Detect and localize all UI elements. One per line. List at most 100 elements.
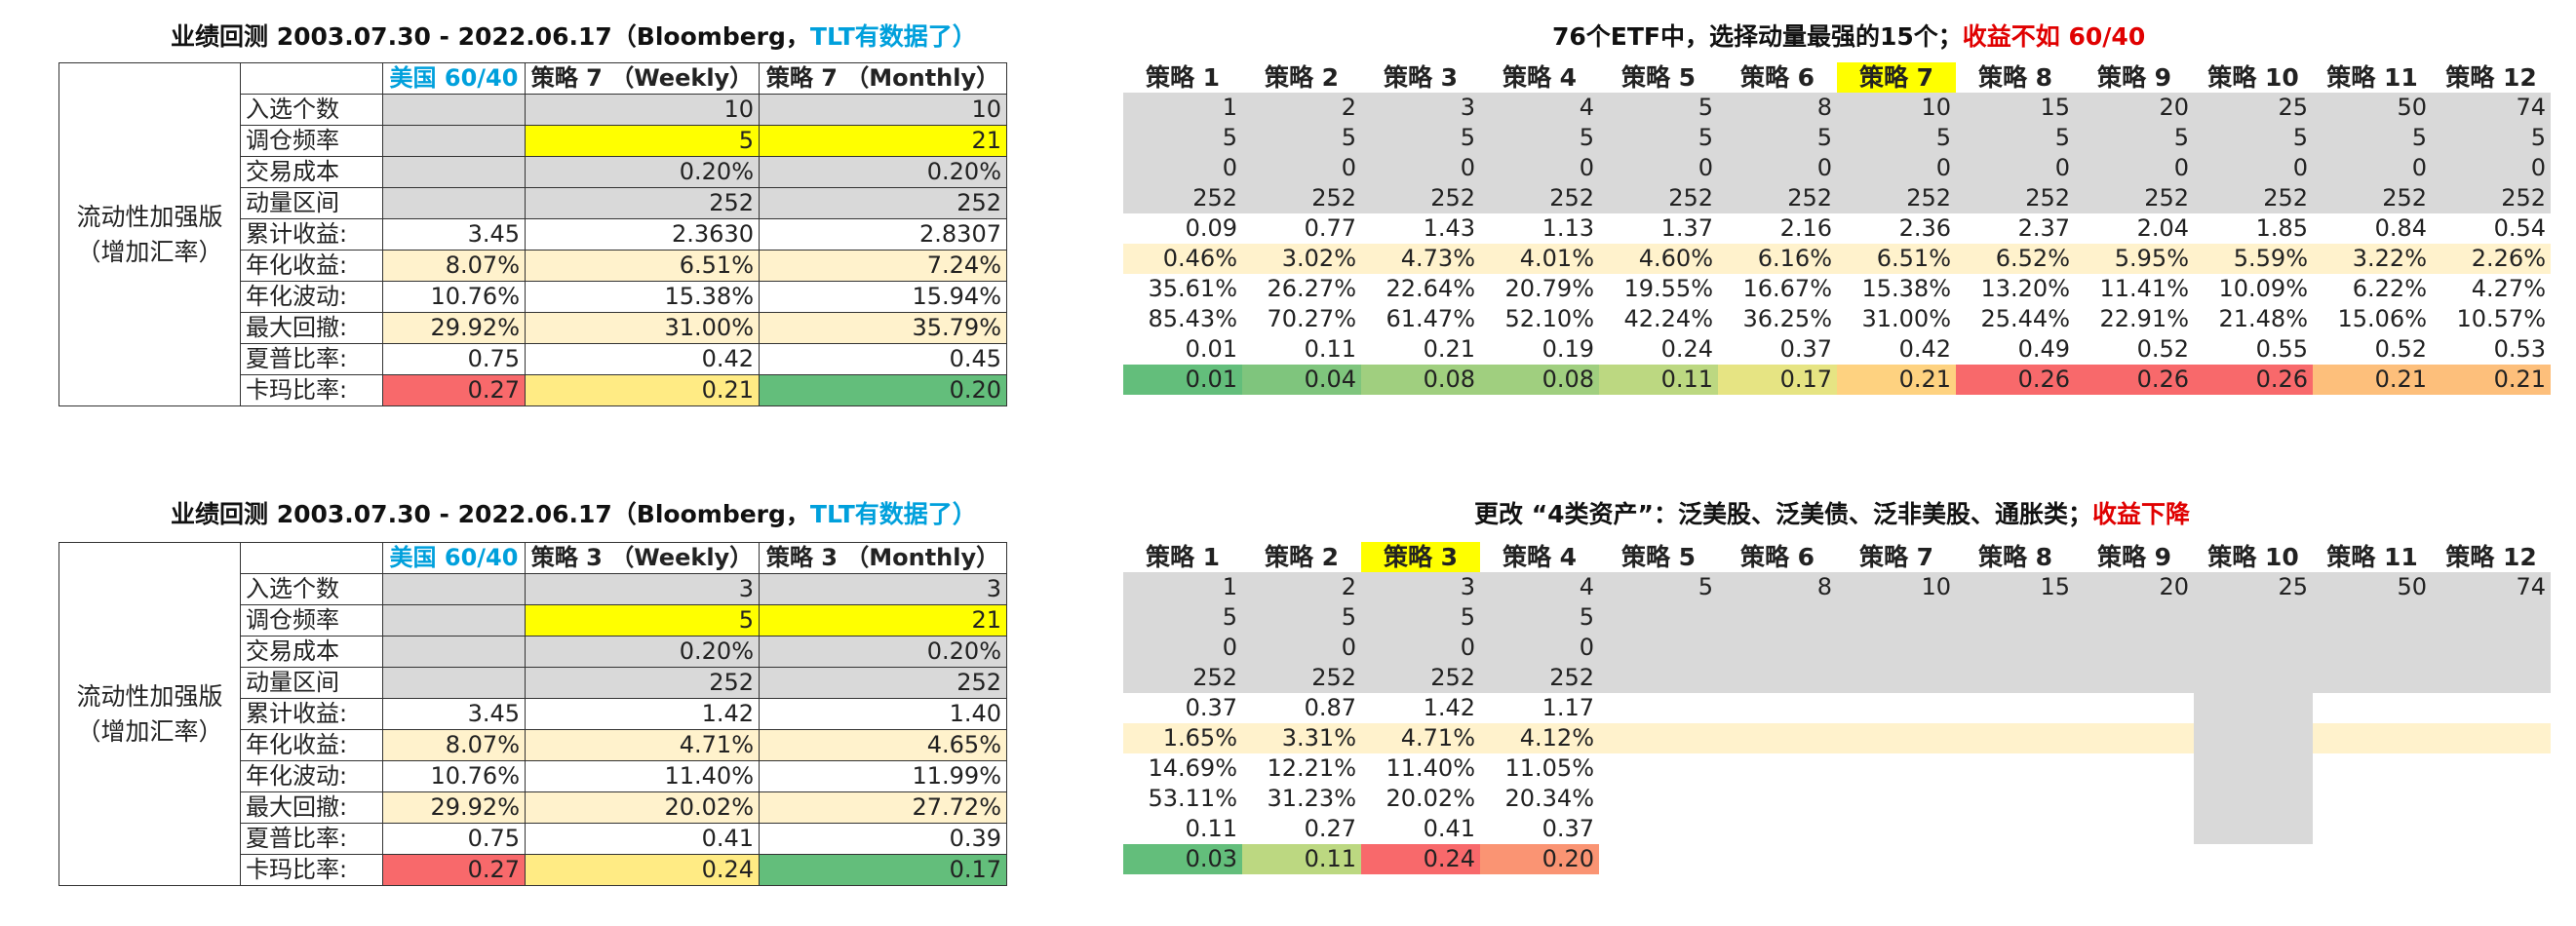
grid-cell bbox=[2432, 633, 2551, 663]
table-cell: 0.42 bbox=[525, 343, 760, 375]
strategy-header: 策略 2 bbox=[1264, 543, 1340, 571]
grid-cell: 4.71% bbox=[1361, 723, 1480, 753]
grid-cell bbox=[2432, 723, 2551, 753]
table-cell: 6.51% bbox=[525, 250, 760, 282]
grid-cell: 5 bbox=[1242, 123, 1361, 153]
grid-cell bbox=[1718, 633, 1837, 663]
grid-cell: 0.21 bbox=[2313, 365, 2432, 395]
table-cell: 252 bbox=[525, 187, 760, 219]
column-header: 策略 7 （Monthly） bbox=[759, 62, 1007, 95]
strategy-header: 策略 12 bbox=[2445, 543, 2537, 571]
row-label: 卡玛比率: bbox=[240, 374, 383, 406]
table-cell: 3 bbox=[525, 573, 760, 605]
table-cell: 0.20% bbox=[525, 636, 760, 668]
grid-cell: 252 bbox=[2313, 183, 2432, 213]
grid-cell: 0 bbox=[1361, 153, 1480, 183]
grid-cell bbox=[2194, 633, 2313, 663]
grid-cell: 0.53 bbox=[2493, 335, 2546, 363]
grid-cell: 4.27% bbox=[2471, 275, 2546, 302]
grid-cell bbox=[1956, 784, 2075, 814]
grid-cell: 6.22% bbox=[2352, 275, 2427, 302]
strategy-header: 策略 2 bbox=[1264, 63, 1340, 92]
strategy-header: 策略 6 bbox=[1739, 63, 1815, 92]
column-header: 策略 3 （Monthly） bbox=[759, 542, 1007, 574]
table-row: 最大回撤: 29.92% 20.02% 27.72% bbox=[59, 791, 1007, 824]
row-label: 调仓频率 bbox=[240, 604, 383, 637]
grid-cell: 0.46% bbox=[1123, 244, 1242, 274]
grid-cell: 25 bbox=[2194, 572, 2313, 602]
grid-cell: 0.19 bbox=[1542, 335, 1594, 363]
grid-cell: 2.04 bbox=[2136, 214, 2189, 242]
grid-cell: 0.21 bbox=[1837, 365, 1956, 395]
table-cell bbox=[382, 636, 526, 668]
grid-cell: 5 bbox=[1123, 602, 1242, 633]
strategy-header: 策略 10 bbox=[2207, 63, 2299, 92]
grid-cell: 25.44% bbox=[1980, 305, 2070, 332]
grid-cell bbox=[1956, 633, 2075, 663]
grid-cell bbox=[2194, 663, 2313, 693]
grid-cell: 0.84 bbox=[2374, 214, 2427, 242]
table-cell: 3.45 bbox=[382, 218, 526, 251]
row-label: 年化收益: bbox=[240, 250, 383, 282]
grid-cell: 1.37 bbox=[1660, 214, 1713, 242]
grid-cell: 0 bbox=[1242, 633, 1361, 663]
grid-cell bbox=[1718, 663, 1837, 693]
strategy-header: 策略 8 bbox=[1977, 63, 2053, 92]
grid-cell bbox=[1956, 723, 2075, 753]
grid-cell: 252 bbox=[1718, 183, 1837, 213]
grid-cell bbox=[1956, 844, 2075, 874]
table-row: 交易成本 0.20% 0.20% bbox=[59, 636, 1007, 668]
grid-cell bbox=[2432, 663, 2551, 693]
grid-cell: 20.02% bbox=[1386, 785, 1475, 812]
table-cell bbox=[382, 573, 526, 605]
grid-cell: 0.11 bbox=[1599, 365, 1718, 395]
table-cell: 0.21 bbox=[525, 374, 760, 406]
grid-cell: 20.34% bbox=[1504, 785, 1594, 812]
grid-cell: 252 bbox=[1837, 183, 1956, 213]
grid-cell bbox=[2313, 814, 2432, 844]
grid-cell: 10.09% bbox=[2218, 275, 2308, 302]
row-label: 调仓频率 bbox=[240, 125, 383, 157]
grid-cell bbox=[1718, 723, 1837, 753]
table-cell: 3.45 bbox=[382, 698, 526, 730]
grid-row: 0.01 0.04 0.08 0.08 0.11 0.17 0.21 0.26 0.26 0.26… bbox=[1123, 365, 2551, 395]
grid-cell bbox=[1837, 723, 1956, 753]
grid-cell: 50 bbox=[2313, 93, 2432, 123]
grid-cell bbox=[1599, 723, 1718, 753]
grid-cell: 35.61% bbox=[1148, 275, 1237, 302]
grid-cell: 31.23% bbox=[1267, 785, 1356, 812]
panel1-summary-table: 流动性加强版 （增加汇率） 美国 60/40 策略 7 （Weekly） 策略 7 （M… bbox=[59, 62, 1007, 406]
grid-cell: 1.17 bbox=[1542, 694, 1594, 721]
grid-cell bbox=[1837, 784, 1956, 814]
grid-cell: 4 bbox=[1480, 93, 1599, 123]
strategy-header: 策略 7 bbox=[1858, 543, 1934, 571]
row-label: 交易成本 bbox=[240, 636, 383, 668]
grid-cell: 5 bbox=[1361, 123, 1480, 153]
grid-cell bbox=[2432, 693, 2551, 723]
grid-cell: 0.37 bbox=[1185, 694, 1237, 721]
grid-row: 0.01 0.11 0.21 0.19 0.24 0.37 0.42 0.49 0.52 0.55… bbox=[1123, 334, 2551, 365]
grid-cell: 252 bbox=[1361, 663, 1480, 693]
grid-cell: 1.65% bbox=[1123, 723, 1242, 753]
grid-row: 0.09 0.77 1.43 1.13 1.37 2.16 2.36 2.37 2.04 1.85… bbox=[1123, 213, 2551, 244]
strategy-header: 策略 8 bbox=[1977, 543, 2053, 571]
table-cell: 0.20% bbox=[759, 156, 1007, 188]
grid-cell: 0.11 bbox=[1242, 844, 1361, 874]
grid-cell: 0.41 bbox=[1423, 815, 1475, 842]
grid-cell bbox=[2432, 814, 2551, 844]
header-row: 流动性加强版 （增加汇率） 美国 60/40 策略 7 （Weekly） 策略 7 （M… bbox=[59, 62, 1007, 406]
panel2-right-title-text: 更改 “4类资产”：泛美股、泛美债、泛非美股、通胀类； bbox=[1474, 500, 2092, 528]
grid-cell bbox=[2313, 663, 2432, 693]
grid-cell: 2.36 bbox=[1898, 214, 1951, 242]
grid-cell: 0 bbox=[2075, 153, 2194, 183]
strategy-header: 策略 11 bbox=[2326, 543, 2418, 571]
grid-cell: 6.52% bbox=[1956, 244, 2075, 274]
table-row: 年化波动: 10.76% 11.40% 11.99% bbox=[59, 760, 1007, 792]
grid-cell: 4.73% bbox=[1361, 244, 1480, 274]
strategy-header: 策略 7 bbox=[1837, 62, 1956, 93]
grid-cell bbox=[1718, 844, 1837, 874]
grid-cell: 0.54 bbox=[2493, 214, 2546, 242]
grid-cell bbox=[2313, 784, 2432, 814]
side-label-line2: （增加汇率） bbox=[76, 716, 223, 746]
